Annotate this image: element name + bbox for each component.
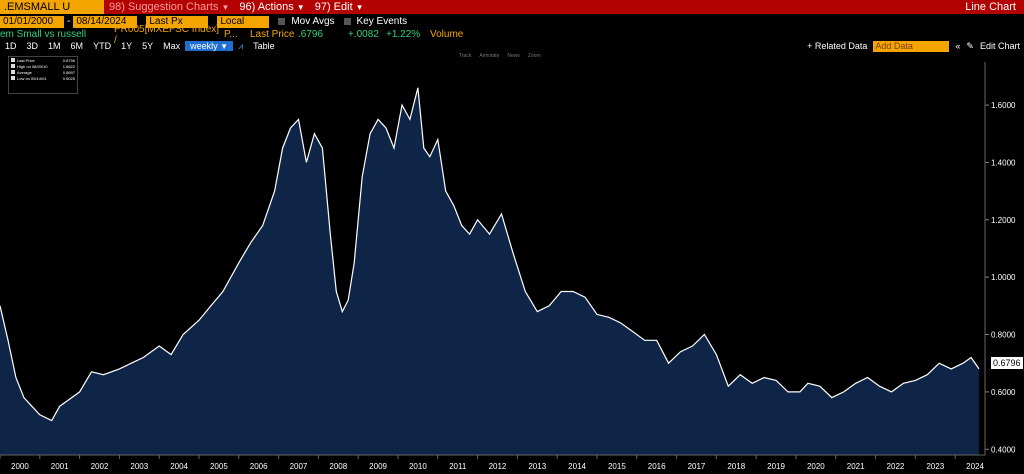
security-index[interactable]: PR005[MXEFSC Index] /: [114, 23, 220, 46]
edit-menu[interactable]: 97) Edit ▼: [310, 1, 369, 13]
field-select[interactable]: Last Px: [146, 15, 209, 28]
x-tick-label: 2008: [329, 462, 347, 471]
frequency-select[interactable]: weekly ▼: [185, 41, 234, 51]
x-tick-label: 2011: [449, 462, 467, 471]
price-area: [0, 87, 979, 456]
mov-avgs-checkbox[interactable]: [278, 18, 286, 25]
frequency-label: weekly: [190, 41, 218, 51]
period-row: 1D 3D 1M 6M YTD 1Y 5Y Max weekly ▼ ⩘ Tab…: [0, 40, 1024, 52]
pencil-icon[interactable]: ✎: [966, 40, 974, 51]
chevron-down-icon: ▼: [355, 2, 364, 12]
x-tick-label: 2023: [926, 462, 944, 471]
y-tick-label: 1.6000: [991, 101, 1016, 110]
x-tick-label: 2021: [847, 462, 865, 471]
period-1m[interactable]: 1M: [48, 41, 61, 51]
period-1y[interactable]: 1Y: [121, 41, 133, 51]
chevron-down-icon: ▼: [220, 42, 229, 51]
x-tick-label: 2002: [91, 462, 109, 471]
chart-type-icon[interactable]: ⩘: [238, 40, 244, 51]
x-tick-label: 2001: [51, 462, 69, 471]
legend-row: Last Price 0.6796: [11, 58, 75, 64]
chart-legend: Last Price 0.6796 High on 08/20/10 1.6622 …: [8, 56, 78, 94]
x-tick-label: 2015: [608, 462, 626, 471]
legend-row: High on 08/20/10 1.6622: [11, 64, 75, 70]
period-3d[interactable]: 3D: [26, 41, 39, 51]
track-tool[interactable]: Track: [459, 53, 472, 59]
security-name[interactable]: em Small vs russell: [0, 29, 87, 40]
chart-tools: Track Annotate News Zoom: [459, 53, 541, 59]
edit-chart-button[interactable]: Edit Chart: [979, 41, 1020, 51]
volume-label[interactable]: Volume: [430, 29, 464, 40]
x-tick-label: 2010: [409, 462, 427, 471]
add-data-input[interactable]: Add Data: [873, 40, 950, 52]
period-ytd[interactable]: YTD: [93, 41, 112, 51]
legend-row: Low on 09/14/01 0.5025: [11, 76, 75, 82]
actions-menu[interactable]: 96) Actions ▼: [234, 1, 309, 13]
suggestion-charts-label: 98) Suggestion Charts: [109, 1, 219, 13]
suggestion-charts-menu[interactable]: 98) Suggestion Charts ▼: [104, 1, 234, 13]
key-events-checkbox[interactable]: [343, 18, 351, 25]
period-max[interactable]: Max: [163, 41, 181, 51]
window-title: Line Chart: [965, 1, 1016, 13]
last-price-tag: 0.6796: [991, 357, 1023, 369]
x-tick-label: 2016: [648, 462, 666, 471]
security-p: P...: [224, 29, 238, 40]
x-tick-label: 2012: [489, 462, 507, 471]
mov-avgs-label: Mov Avgs: [291, 16, 335, 27]
collapse-icon[interactable]: «: [955, 41, 961, 51]
x-tick-label: 2009: [369, 462, 387, 471]
period-6m[interactable]: 6M: [70, 41, 84, 51]
x-tick-label: 2017: [688, 462, 706, 471]
table-button[interactable]: Table: [253, 41, 275, 51]
y-tick-label: 0.8000: [991, 331, 1016, 340]
x-tick-label: 2013: [528, 462, 546, 471]
x-tick-label: 2005: [210, 462, 228, 471]
price-change-pct: +1.22%: [386, 29, 421, 40]
x-tick-label: 2022: [887, 462, 905, 471]
controls-row: 01/01/2000 - 08/14/2024 Last Px Local CC…: [0, 15, 1024, 39]
x-tick-label: 2024: [966, 462, 984, 471]
zoom-tool[interactable]: Zoom: [527, 53, 541, 59]
x-tick-label: 2014: [568, 462, 586, 471]
x-tick-label: 2020: [807, 462, 825, 471]
price-line: [0, 87, 980, 422]
chevron-down-icon: ▼: [221, 2, 230, 12]
x-tick-label: 2003: [130, 462, 148, 471]
x-tick-label: 2004: [170, 462, 188, 471]
x-tick-label: 2000: [11, 462, 29, 471]
y-axis: 0.4000 0.6000 0.8000 1.0000 1.2000 1.4000 1.60…: [984, 62, 1016, 455]
price-chart[interactable]: 0.4000 0.6000 0.8000 1.0000 1.2000 1.4000 1.60…: [0, 52, 1024, 474]
last-price-label: Last Price: [250, 29, 295, 40]
currency-select[interactable]: Local CCY: [217, 15, 270, 39]
annotate-tool[interactable]: Annotate: [479, 53, 500, 59]
x-tick-label: 2006: [250, 462, 268, 471]
x-tick-label: 2007: [290, 462, 308, 471]
x-tick-label: 2018: [727, 462, 745, 471]
ticker-field[interactable]: .EMSMALL U Index: [0, 0, 104, 27]
period-5y[interactable]: 5Y: [142, 41, 154, 51]
last-price-value: .6796: [298, 29, 324, 40]
date-separator: -: [67, 16, 71, 27]
end-date-input[interactable]: 08/14/2024: [73, 15, 138, 28]
related-data-button[interactable]: + Related Data: [807, 41, 868, 51]
chevron-down-icon: ▼: [296, 2, 305, 12]
start-date-input[interactable]: 01/01/2000: [0, 15, 64, 28]
y-tick-label: 0.4000: [991, 445, 1016, 454]
top-toolbar: .EMSMALL U Index 98) Suggestion Charts ▼…: [0, 0, 1024, 27]
edit-label: 97) Edit: [314, 1, 353, 13]
x-tick-label: 2019: [767, 462, 785, 471]
y-tick-label: 1.0000: [991, 273, 1016, 282]
period-1d[interactable]: 1D: [5, 41, 17, 51]
price-change: +.0082: [348, 29, 379, 40]
y-tick-label: 1.2000: [991, 216, 1016, 225]
y-tick-label: 1.4000: [991, 158, 1016, 167]
security-row: em Small vs russell PR005[MXEFSC Index] …: [0, 24, 1024, 46]
legend-row: Average 0.8697: [11, 70, 75, 76]
key-events-label: Key Events: [356, 16, 408, 27]
news-tool[interactable]: News: [507, 53, 520, 59]
actions-label: 96) Actions: [239, 1, 294, 13]
y-tick-label: 0.6000: [991, 388, 1016, 397]
x-axis: 2000 2001 2002 2003 2004 2005 2006 2007 2008 2009…: [0, 454, 985, 471]
